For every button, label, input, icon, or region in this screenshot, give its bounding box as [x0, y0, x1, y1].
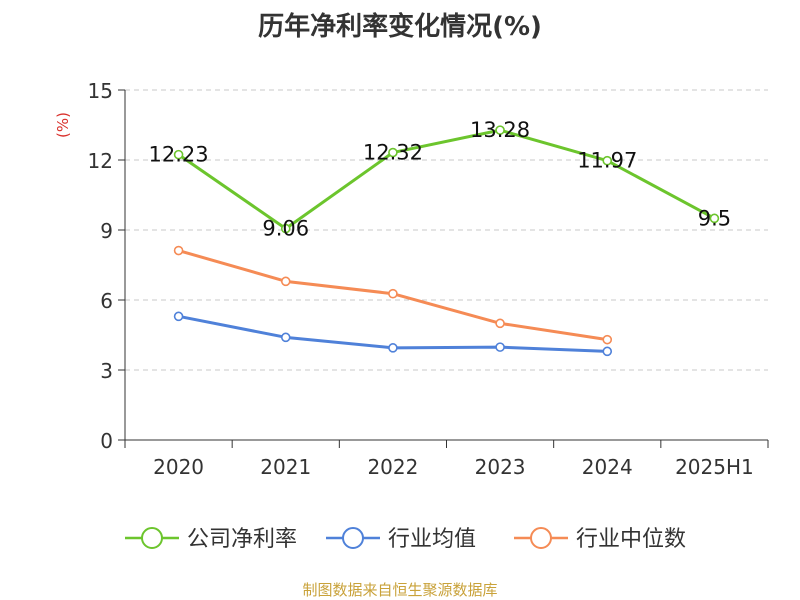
data-point	[173, 311, 184, 322]
data-point	[388, 288, 398, 299]
y-tick-label: 12	[88, 149, 113, 173]
data-point	[709, 213, 720, 224]
y-tick-label: 9	[100, 219, 113, 243]
legend-marker	[141, 527, 163, 549]
data-point	[280, 276, 291, 287]
legend-label: 行业中位数	[576, 527, 686, 552]
data-point	[495, 125, 505, 135]
legend-marker	[530, 527, 552, 549]
legend: 公司净利率 行业均值 行业中位数	[125, 527, 686, 552]
x-tick-label: 2023	[475, 455, 526, 479]
source-note: 制图数据来自恒生聚源数据库	[302, 581, 498, 599]
data-point	[280, 223, 291, 234]
legend-marker	[342, 527, 364, 549]
y-tick-label: 15	[88, 79, 113, 103]
grid-lines	[125, 89, 768, 371]
data-point	[173, 149, 184, 160]
data-labels: 12.23 9.06 12.32 13.28 11.97 9.5	[149, 118, 732, 240]
legend-label: 行业均值	[388, 527, 476, 552]
data-point	[602, 155, 613, 166]
x-tick-label: 2020	[153, 455, 204, 479]
x-tick-label: 2022	[367, 455, 418, 479]
data-label: 9.5	[698, 206, 731, 230]
y-tick-label: 0	[100, 429, 113, 453]
data-label: 12.23	[149, 143, 209, 167]
data-point	[602, 346, 613, 357]
data-point	[602, 334, 613, 345]
data-label: 9.06	[262, 217, 309, 241]
data-point	[173, 245, 184, 256]
data-point	[495, 318, 505, 329]
y-tick-label: 3	[100, 359, 113, 383]
data-point	[388, 147, 398, 158]
y-tick-label: 6	[100, 289, 113, 313]
x-tick-label: 2021	[260, 455, 311, 479]
series-lines	[173, 125, 720, 357]
data-label: 11.97	[577, 149, 637, 173]
data-point	[495, 342, 505, 352]
data-label: 12.32	[363, 141, 423, 165]
axes: 0 3 6 9 12 15 2020 2021 2022 2023 2024 2025H1 (%)	[54, 79, 769, 479]
y-axis-label: (%)	[54, 112, 72, 138]
chart-title: 历年净利率变化情况(%)	[258, 12, 542, 42]
data-point	[280, 332, 291, 343]
data-label: 13.28	[470, 118, 530, 142]
x-tick-label: 2025H1	[675, 455, 754, 479]
data-point	[388, 343, 398, 353]
x-tick-label: 2024	[582, 455, 633, 479]
series-line-0	[177, 128, 716, 231]
legend-label: 公司净利率	[187, 527, 297, 552]
